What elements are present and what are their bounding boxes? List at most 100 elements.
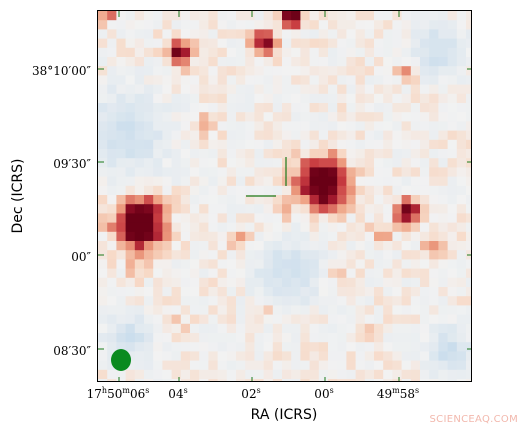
map-pixel [153,379,163,381]
map-pixel [254,287,264,297]
map-pixel [134,268,145,279]
map-pixel [355,305,366,315]
map-pixel [190,93,200,104]
map-pixel [171,139,182,150]
map-pixel [254,11,264,21]
map-pixel [447,213,458,223]
map-pixel [447,195,458,205]
map-pixel [392,103,402,113]
map-pixel [153,305,163,315]
map-pixel [456,204,467,214]
map-pixel [116,121,126,131]
map-pixel [98,351,108,361]
map-pixel [401,121,412,131]
map-pixel [217,66,228,76]
map-pixel [116,112,126,122]
map-pixel [134,241,145,251]
map-pixel [107,268,117,279]
map-pixel [383,241,393,251]
map-pixel [282,268,292,279]
map-pixel [107,360,117,371]
map-pixel [263,305,274,315]
map-pixel [144,268,154,279]
map-pixel [116,57,126,67]
map-pixel [263,259,274,269]
map-pixel [466,213,471,223]
map-pixel [190,296,200,306]
map-pixel [291,75,301,85]
map-pixel [300,29,310,39]
map-pixel [392,277,402,288]
map-pixel [272,11,283,21]
map-pixel [254,360,264,371]
map-pixel [438,369,448,380]
map-pixel [309,20,320,30]
map-pixel [236,369,246,380]
map-pixel [410,139,421,150]
map-pixel [337,379,347,381]
map-pixel [282,75,292,85]
map-pixel [144,250,154,260]
map-pixel [383,305,393,315]
map-pixel [144,241,154,251]
map-pixel [245,204,255,214]
map-pixel [180,296,191,306]
map-pixel [383,296,393,306]
map-pixel [300,158,310,168]
map-pixel [199,314,209,325]
map-pixel [447,158,458,168]
map-pixel [171,296,182,306]
map-pixel [383,379,393,381]
map-pixel [236,222,246,233]
map-pixel [236,11,246,21]
map-pixel [144,204,154,214]
map-pixel [466,314,471,325]
map-pixel [466,38,471,49]
map-pixel [429,130,439,141]
map-pixel [190,57,200,67]
map-pixel [392,287,402,297]
map-pixel [337,112,347,122]
map-pixel [153,360,163,371]
map-pixel [144,351,154,361]
map-pixel [374,103,384,113]
map-pixel [309,259,320,269]
map-pixel [383,360,393,371]
map-pixel [438,379,448,381]
map-pixel [180,149,191,159]
map-pixel [355,369,366,380]
map-pixel [300,342,310,352]
map-pixel [309,112,320,122]
map-pixel [153,130,163,141]
map-pixel [236,296,246,306]
map-pixel [208,268,218,279]
map-pixel [337,241,347,251]
map-pixel [392,11,402,21]
map-pixel [272,57,283,67]
map-pixel [153,47,163,58]
map-pixel [226,369,237,380]
map-pixel [208,195,218,205]
map-pixel [254,268,264,279]
map-pixel [272,38,283,49]
map-pixel [355,29,366,39]
map-pixel [291,241,301,251]
map-pixel [226,259,237,269]
map-pixel [199,167,209,177]
map-pixel [401,305,412,315]
map-pixel [153,75,163,85]
map-pixel [466,222,471,233]
map-pixel [364,351,375,361]
map-pixel [98,121,108,131]
map-pixel [438,29,448,39]
map-pixel [245,323,255,334]
map-pixel [337,268,347,279]
map-pixel [125,222,136,233]
map-pixel [447,360,458,371]
map-pixel [456,130,467,141]
map-pixel [410,360,421,371]
map-pixel [98,11,108,21]
map-pixel [208,305,218,315]
map-pixel [190,360,200,371]
map-pixel [392,213,402,223]
